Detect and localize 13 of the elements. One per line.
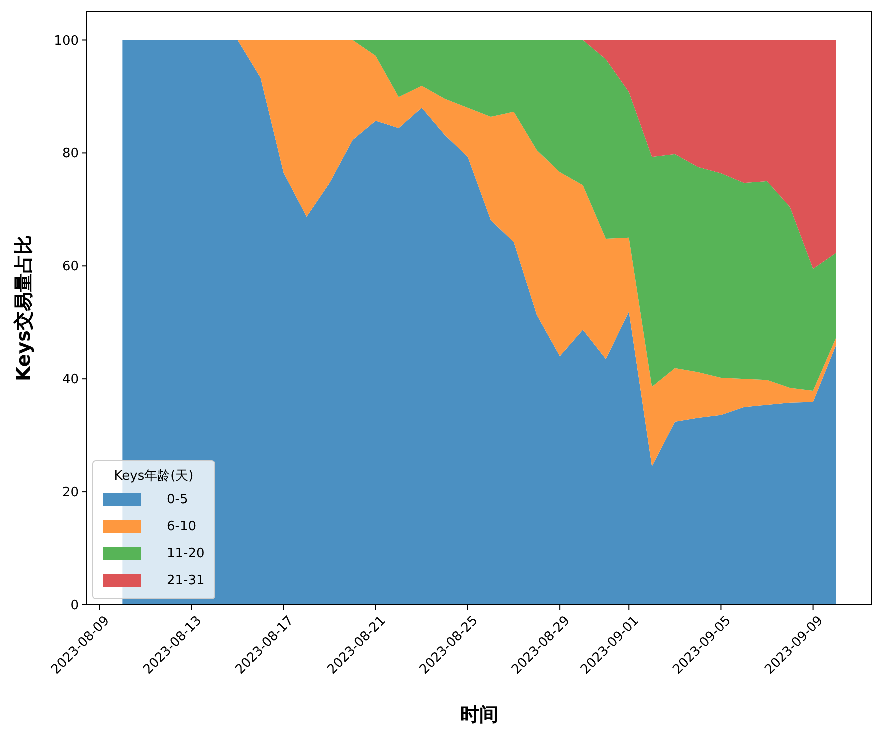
y-tick-label: 40 [62, 372, 79, 388]
y-tick-label: 20 [62, 486, 79, 501]
y-tick-label: 0 [70, 598, 79, 614]
legend-label: 0-5 [167, 492, 188, 508]
y-tick-label: 60 [62, 260, 79, 275]
legend-title: Keys年龄(天) [114, 469, 194, 484]
legend-label: 11-20 [167, 546, 205, 562]
legend-label: 21-31 [167, 574, 205, 589]
y-tick-label: 80 [62, 146, 79, 162]
y-tick-label: 100 [54, 34, 79, 49]
legend-label: 6-10 [167, 520, 197, 535]
y-axis-title: Keys交易量占比 [13, 236, 35, 382]
x-axis-title: 时间 [460, 704, 498, 726]
